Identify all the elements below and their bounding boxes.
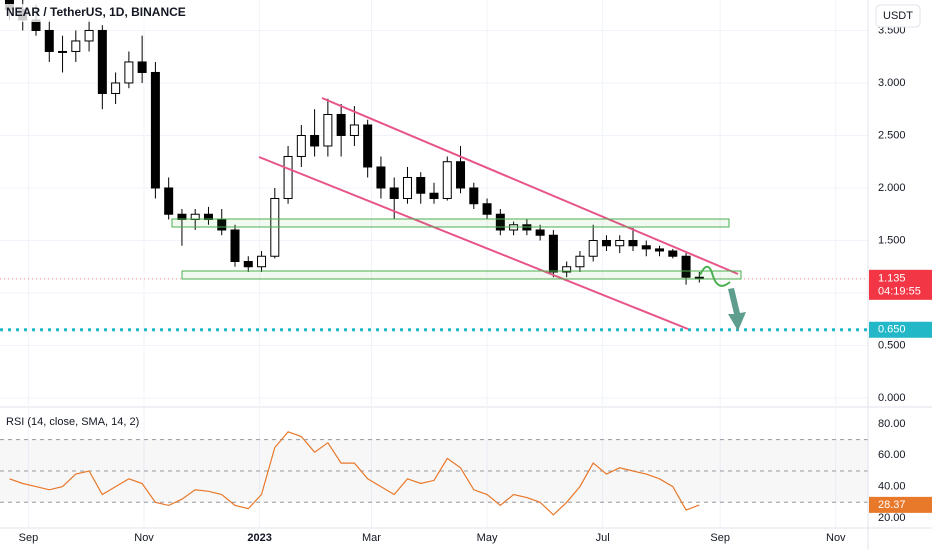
- candle-body: [628, 239, 638, 247]
- candle-body: [402, 176, 412, 199]
- zone-resistance: [171, 218, 730, 228]
- y-tick-label: 0.500: [878, 339, 906, 351]
- candle-body: [323, 113, 333, 147]
- candle-body: [336, 113, 346, 136]
- candle-body: [442, 161, 452, 199]
- candle-body: [349, 124, 359, 136]
- y-tick-label: 60.00: [878, 449, 906, 461]
- countdown: 04:19:55: [878, 286, 921, 298]
- candle-body: [575, 255, 585, 268]
- y-tick-label: 2.500: [878, 129, 906, 141]
- x-tick-label: Sep: [19, 532, 39, 544]
- candle-body: [150, 71, 160, 189]
- candle-body: [164, 187, 174, 215]
- candle-body: [456, 161, 466, 189]
- candle-body: [655, 248, 665, 252]
- candle-body: [588, 239, 598, 257]
- candle-body: [58, 50, 68, 53]
- candle-body: [363, 124, 373, 168]
- candle-body: [615, 239, 625, 247]
- candle-body: [495, 213, 505, 231]
- currency-button[interactable]: [875, 4, 921, 28]
- candle-body: [124, 61, 134, 84]
- x-tick-label: 2023: [247, 532, 271, 544]
- rsi-line: [9, 431, 700, 516]
- candle-body: [562, 266, 572, 273]
- candle-body: [429, 192, 439, 199]
- y-tick-label: 80.00: [878, 418, 906, 430]
- x-tick-label: Jul: [596, 532, 610, 544]
- candle-body: [389, 187, 399, 199]
- y-tick-label: 3.000: [878, 77, 906, 89]
- candle-body: [296, 134, 306, 157]
- candle-body: [376, 166, 386, 189]
- candle-body: [548, 234, 558, 273]
- candle-body: [310, 134, 320, 147]
- candle-body: [482, 203, 492, 215]
- axes: SepNov2023MarMayJulSepNov0.0000.5001.000…: [19, 24, 906, 544]
- level-label-bg: [869, 321, 932, 338]
- candle-body: [111, 82, 121, 94]
- price-pane: [0, 0, 868, 406]
- y-tick-label: 40.00: [878, 481, 906, 493]
- x-tick-label: Mar: [362, 532, 381, 544]
- y-tick-label: 1.500: [878, 234, 906, 246]
- candle-body: [84, 29, 94, 42]
- candle-body: [601, 239, 611, 247]
- rsi-title: RSI (14, close, SMA, 14, 2): [6, 416, 139, 428]
- candle-body: [243, 260, 253, 268]
- last-price-bg: [869, 269, 932, 300]
- candle-body: [416, 176, 426, 194]
- candle-body: [668, 250, 678, 257]
- candle-body: [230, 229, 240, 262]
- y-tick-label: 2.000: [878, 182, 906, 194]
- x-tick-label: Nov: [826, 532, 846, 544]
- projection-arrow: [728, 288, 746, 331]
- x-tick-label: Nov: [134, 532, 154, 544]
- candle-body: [681, 255, 691, 278]
- rsi-pane: [0, 408, 868, 528]
- chart-title: NEAR / TetherUS, 1D, BINANCE: [6, 5, 186, 19]
- candle-body: [257, 255, 267, 268]
- rsi-value-label: 28.37: [878, 499, 906, 511]
- zone-support: [181, 270, 742, 280]
- level-label: 0.650: [878, 324, 906, 336]
- candle-body: [97, 29, 107, 94]
- candle-body: [137, 61, 147, 73]
- candle-body: [641, 245, 651, 250]
- y-tick-label: 20.00: [878, 512, 906, 524]
- x-tick-label: Sep: [710, 532, 730, 544]
- x-tick-label: May: [477, 532, 498, 544]
- currency[interactable]: USDT: [883, 10, 913, 22]
- rsi-value-bg: [869, 496, 932, 513]
- last-price-label: 1.135: [878, 273, 906, 285]
- title-bg: [0, 4, 200, 22]
- projection-wave: [699, 265, 731, 287]
- candle-body: [469, 187, 479, 205]
- candle-body: [535, 229, 545, 236]
- candle-body: [71, 40, 81, 52]
- channel-upper: [321, 97, 739, 275]
- candle-body: [283, 155, 293, 199]
- y-tick-label: 0.000: [878, 392, 906, 404]
- channel-lower: [258, 156, 689, 330]
- candle-body: [44, 29, 54, 52]
